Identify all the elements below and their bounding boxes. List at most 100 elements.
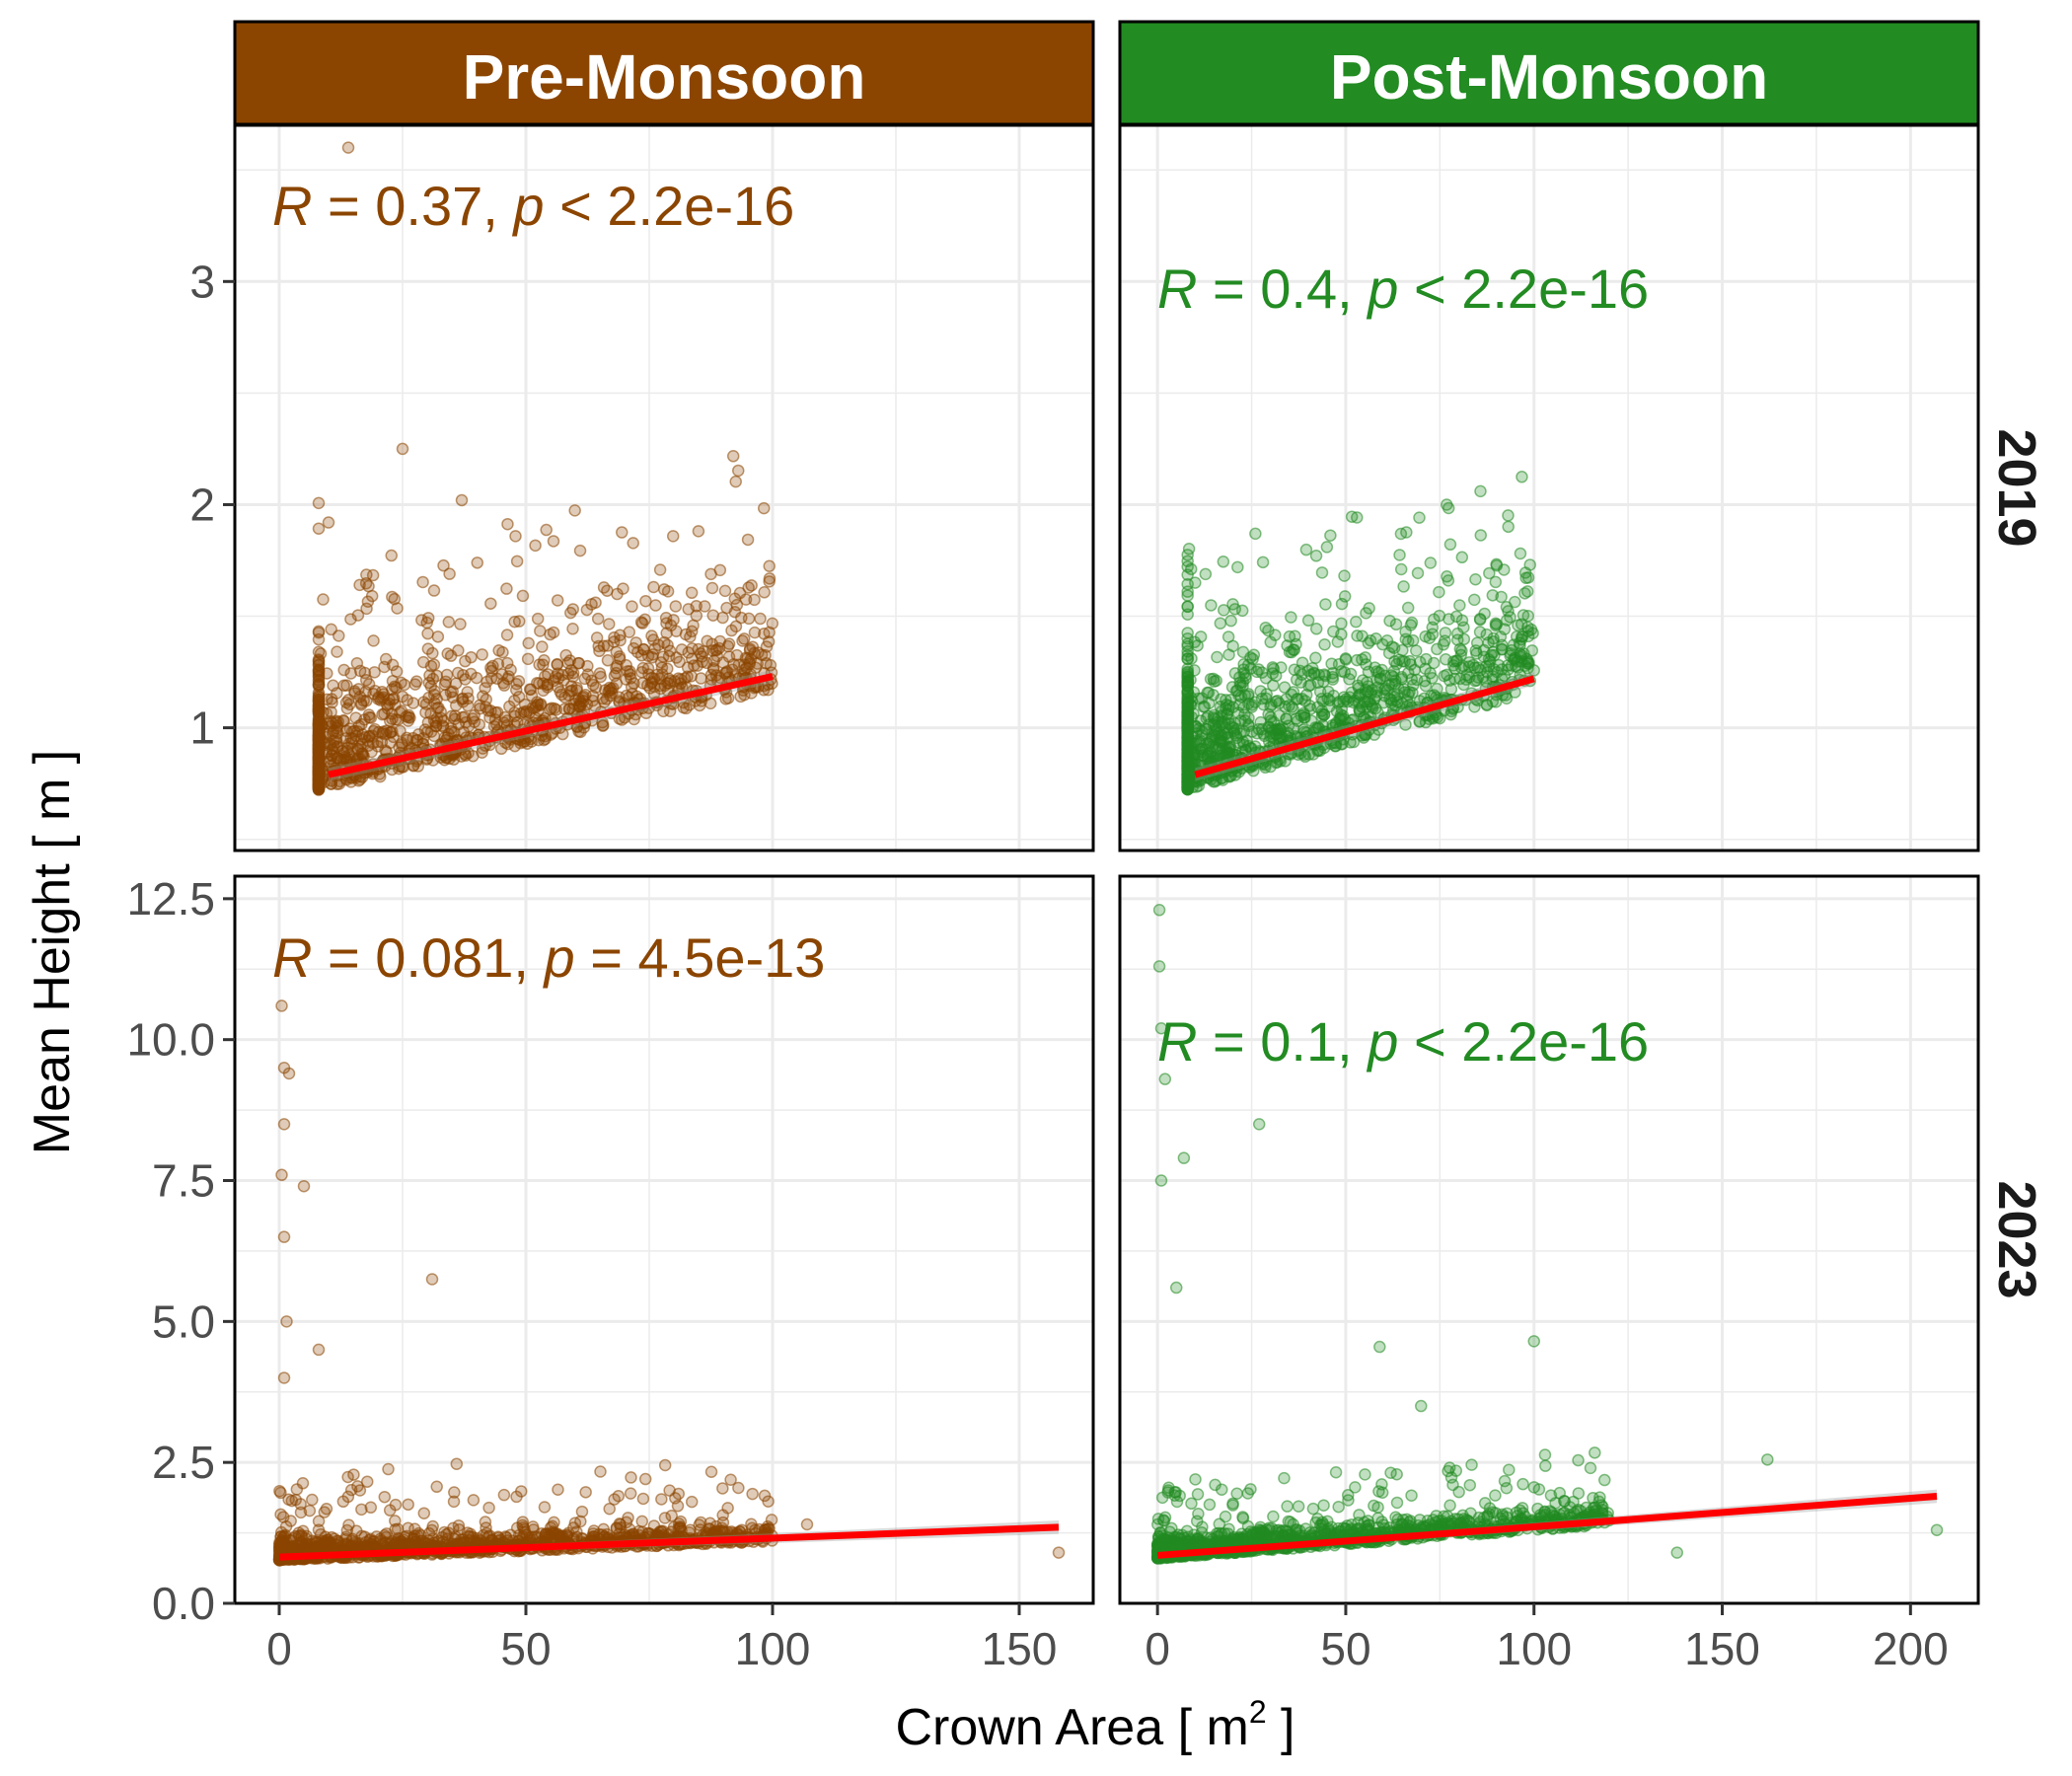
data-point bbox=[564, 606, 577, 620]
data-point bbox=[1589, 1446, 1601, 1459]
data-point bbox=[312, 732, 326, 745]
data-point bbox=[1309, 623, 1323, 635]
data-point bbox=[1531, 1502, 1544, 1516]
data-point bbox=[1238, 708, 1251, 721]
data-point bbox=[716, 1482, 729, 1495]
data-point bbox=[355, 1503, 368, 1517]
data-point bbox=[755, 648, 769, 661]
data-point bbox=[616, 526, 629, 539]
points-layer bbox=[1181, 471, 1540, 796]
data-point bbox=[1319, 598, 1332, 611]
data-point bbox=[754, 612, 767, 626]
data-point bbox=[1318, 668, 1331, 681]
data-point bbox=[376, 707, 389, 721]
data-point bbox=[1260, 688, 1273, 701]
data-point bbox=[677, 701, 690, 714]
data-point bbox=[389, 1498, 403, 1512]
data-point bbox=[490, 705, 504, 719]
data-point bbox=[320, 707, 333, 720]
data-point bbox=[458, 710, 471, 723]
data-point bbox=[655, 1493, 668, 1506]
data-point bbox=[363, 1533, 376, 1547]
data-point bbox=[1572, 1453, 1585, 1467]
data-point bbox=[1520, 585, 1534, 598]
y-tick-label: 7.5 bbox=[152, 1155, 215, 1207]
data-point bbox=[364, 1501, 378, 1515]
data-point bbox=[467, 750, 480, 763]
data-point-outlier bbox=[282, 1067, 296, 1080]
data-point bbox=[437, 558, 450, 572]
annotation-p-symbol: p bbox=[543, 926, 575, 989]
data-point bbox=[1516, 471, 1528, 483]
data-point bbox=[1495, 590, 1508, 604]
data-point bbox=[1311, 744, 1324, 758]
data-point bbox=[694, 1516, 707, 1529]
x-tick-label: 100 bbox=[735, 1623, 811, 1674]
data-point bbox=[1329, 718, 1342, 731]
data-point bbox=[658, 1458, 672, 1472]
data-point bbox=[706, 609, 720, 622]
data-point bbox=[1217, 555, 1230, 568]
data-point bbox=[1317, 1499, 1330, 1512]
data-point bbox=[337, 663, 350, 677]
data-point bbox=[353, 690, 367, 703]
data-point bbox=[1399, 718, 1412, 731]
data-point bbox=[1498, 1474, 1512, 1488]
data-point bbox=[1500, 692, 1514, 705]
data-point bbox=[500, 656, 514, 670]
data-point bbox=[312, 653, 326, 666]
data-point bbox=[674, 1515, 688, 1528]
data-point bbox=[670, 625, 683, 637]
data-point bbox=[1181, 706, 1194, 719]
data-point bbox=[1315, 566, 1329, 579]
data-point bbox=[601, 639, 615, 652]
data-point bbox=[482, 1501, 495, 1515]
data-point bbox=[602, 618, 616, 630]
data-point bbox=[1330, 704, 1344, 718]
data-point bbox=[1439, 653, 1452, 666]
data-point bbox=[1502, 509, 1515, 522]
data-point bbox=[594, 1465, 607, 1478]
data-point bbox=[1443, 538, 1457, 552]
data-point bbox=[402, 714, 415, 727]
data-point bbox=[1339, 653, 1353, 666]
data-point bbox=[1385, 640, 1399, 653]
data-point bbox=[600, 693, 614, 705]
data-point bbox=[1468, 674, 1482, 688]
data-point bbox=[1220, 694, 1232, 706]
data-point bbox=[1405, 616, 1419, 629]
data-point bbox=[1489, 1489, 1502, 1502]
annotation-p-symbol: p bbox=[1366, 258, 1398, 320]
data-point bbox=[660, 617, 673, 629]
data-point bbox=[1241, 1487, 1255, 1500]
data-point bbox=[728, 592, 742, 605]
data-point-outlier bbox=[455, 493, 469, 507]
data-point bbox=[1188, 635, 1202, 649]
data-point bbox=[758, 586, 771, 599]
data-point bbox=[596, 692, 610, 705]
data-point bbox=[1254, 715, 1267, 729]
data-point bbox=[688, 659, 701, 672]
data-point bbox=[1269, 629, 1282, 641]
data-point bbox=[416, 655, 430, 669]
data-point bbox=[359, 577, 373, 590]
data-point bbox=[1394, 562, 1408, 576]
data-point bbox=[516, 589, 530, 603]
data-point bbox=[382, 1462, 395, 1476]
data-point bbox=[1400, 526, 1413, 539]
data-point bbox=[674, 673, 688, 686]
data-point bbox=[704, 567, 717, 581]
x-axis-title: Crown Area [ m2 ] bbox=[895, 1694, 1295, 1756]
data-point-outlier bbox=[322, 516, 335, 529]
data-point bbox=[341, 694, 355, 706]
panel-post-monsoon-2019: R = 0.4, p < 2.2e-16 bbox=[1118, 123, 1980, 852]
data-point bbox=[1230, 1487, 1243, 1500]
data-point bbox=[1181, 714, 1194, 728]
facet-strip-pre-monsoon bbox=[233, 20, 1095, 126]
data-point bbox=[1500, 614, 1514, 627]
data-point bbox=[479, 1516, 492, 1528]
data-point bbox=[1267, 679, 1280, 692]
data-point bbox=[1365, 687, 1377, 701]
data-point bbox=[1218, 604, 1230, 617]
data-point bbox=[372, 725, 386, 739]
